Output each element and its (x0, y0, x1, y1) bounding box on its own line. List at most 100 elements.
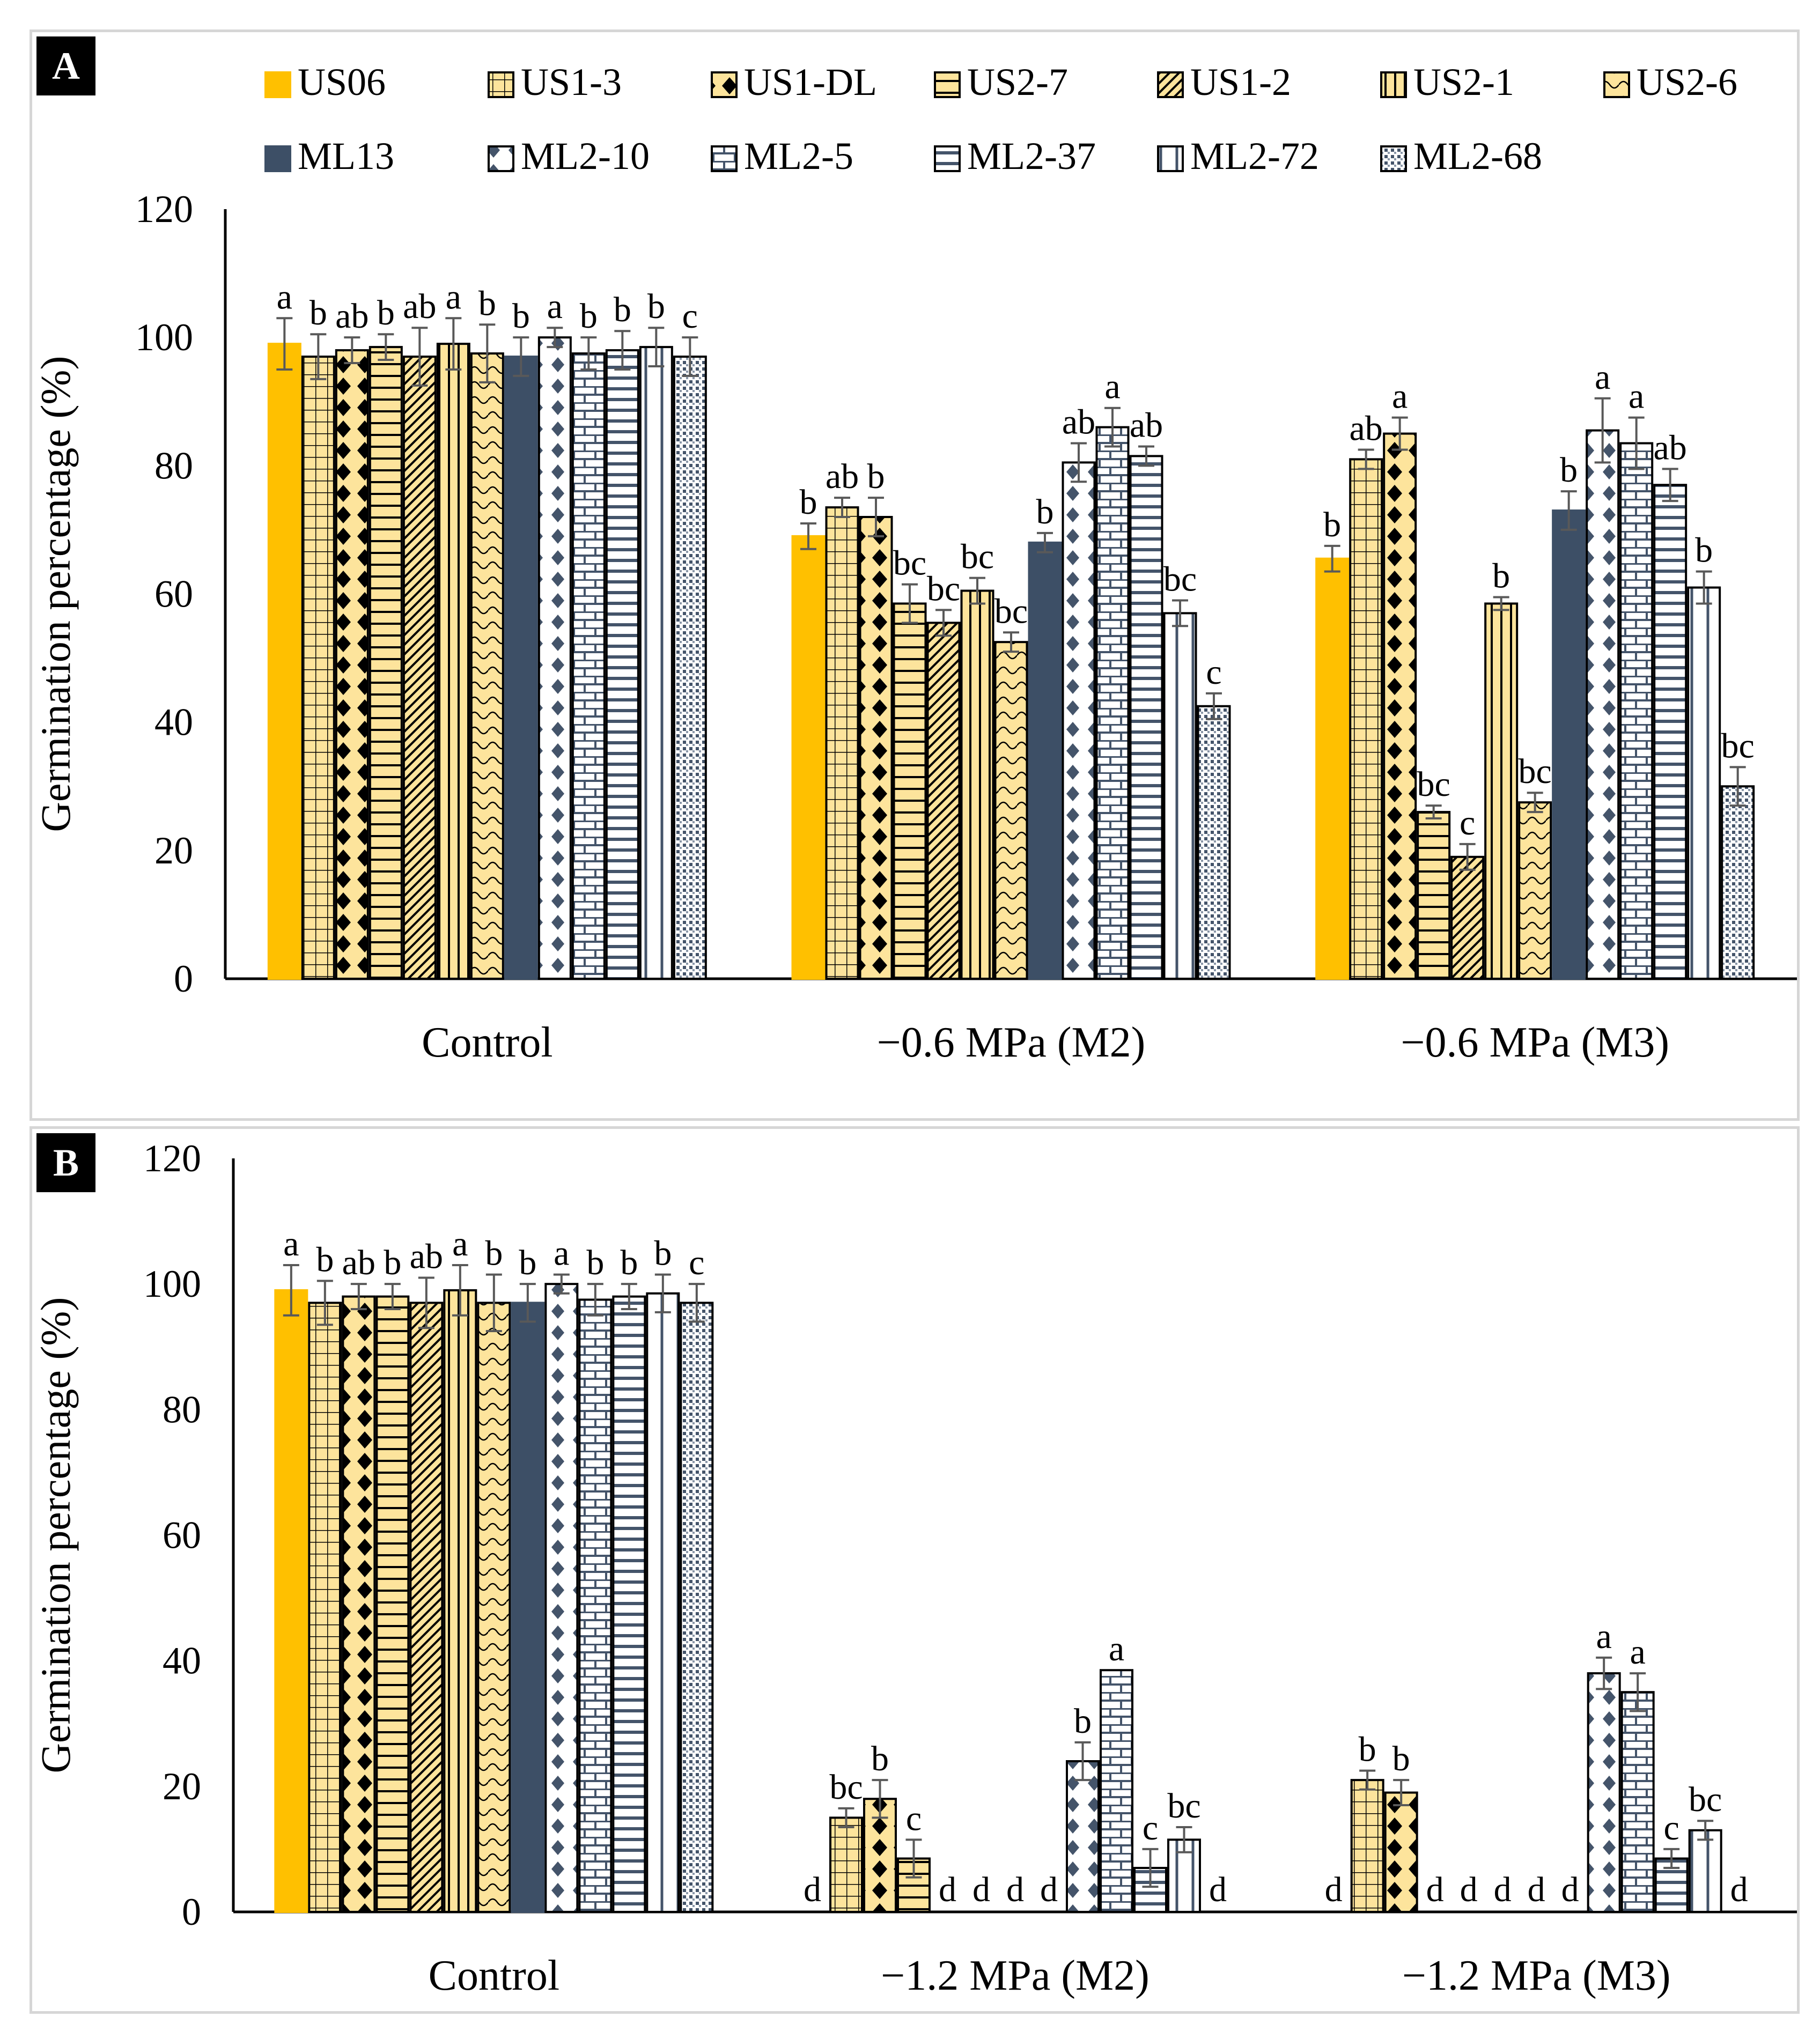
bar-us2-7 (1417, 811, 1451, 980)
significance-letter: d (1006, 1870, 1024, 1909)
significance-letter: b (1492, 556, 1510, 595)
significance-letter: a (1596, 1617, 1612, 1656)
error-bar-ml2-5 (587, 1283, 603, 1317)
bar-us1-2 (1450, 855, 1485, 980)
legend-item-ml2-68: ML2-68 (1380, 135, 1542, 178)
bar-ml2-10 (1587, 1672, 1621, 1913)
bar-us06 (1315, 557, 1350, 980)
chart-b-svg: 0 20 40 60 80 100 120 Germination percentage (%… (32, 1137, 1797, 1999)
error-bar-us1-3 (1358, 448, 1374, 470)
significance-letter: ab (342, 1243, 375, 1282)
significance-letter: a (452, 1224, 468, 1264)
y-axis: 0 20 40 60 80 100 120 Germination percentage (%… (32, 1137, 201, 1933)
bar-ml2-10 (1066, 1760, 1100, 1913)
significance-letter: a (1630, 1632, 1646, 1672)
bar-us1-3 (301, 356, 335, 980)
significance-letter: bc (1689, 1780, 1722, 1819)
legend-item-us2-6: US2-6 (1603, 61, 1737, 104)
significance-letter: d (1209, 1870, 1227, 1909)
error-bar-us1-2 (1459, 843, 1476, 871)
bar-us1-3 (308, 1302, 342, 1914)
error-bar-ml2-5 (1628, 416, 1645, 470)
error-bar-us2-7 (384, 1283, 401, 1310)
x-category-label: −1.2 MPa (M2) (881, 1952, 1150, 1999)
bar-us2-1 (960, 589, 994, 980)
error-bar-us2-6 (479, 323, 496, 383)
bar-us1-3 (1349, 458, 1383, 980)
significance-letter: a (1629, 377, 1644, 416)
bar-ml13 (504, 356, 538, 980)
significance-letter: ab (1062, 402, 1095, 441)
error-bar-us1-3 (310, 333, 327, 380)
significance-letter: b (485, 1234, 503, 1273)
bar-us1-3 (825, 506, 859, 980)
y-tick-label: 60 (163, 1514, 201, 1557)
error-bar-us1-2 (411, 327, 428, 387)
legend-label: ML2-68 (1413, 135, 1542, 178)
error-bar-us2-7 (1425, 804, 1442, 820)
error-bar-ml13 (519, 1283, 536, 1323)
legend-swatch (711, 71, 738, 98)
bar-us2-6 (477, 1302, 511, 1914)
bar-us1-2 (409, 1302, 444, 1914)
y-tick-label: 120 (135, 188, 193, 231)
significance-letter: d (972, 1870, 990, 1909)
significance-letter: c (682, 297, 698, 336)
legend-item-ml2-10: ML2-10 (488, 135, 650, 178)
significance-letter: b (478, 284, 496, 323)
error-bar-us1-2 (418, 1276, 434, 1329)
bar-us1-dl (342, 1295, 376, 1913)
error-bar-us1-3 (838, 1807, 854, 1828)
bar-us1-2 (402, 356, 437, 980)
significance-letter: bc (927, 569, 960, 608)
bar-us1-2 (926, 622, 961, 980)
bar-ml2-10 (537, 336, 572, 980)
error-bar-ml2-10 (1596, 1656, 1612, 1690)
bar-ml2-10 (544, 1283, 579, 1914)
error-bar-us2-1 (969, 577, 985, 605)
significance-letter: b (620, 1243, 638, 1282)
significance-letter: b (867, 457, 885, 496)
error-bar-us1-3 (1359, 1769, 1376, 1791)
bar-ml2-5 (1620, 1691, 1655, 1914)
error-bar-ml2-37 (1663, 1848, 1680, 1870)
bar-us06 (791, 535, 826, 980)
significance-letter: d (1426, 1870, 1444, 1909)
error-bar-us2-7 (378, 333, 394, 361)
bar-ml2-68 (673, 356, 707, 980)
legend-label: US1-2 (1190, 61, 1291, 104)
significance-letter: bc (1167, 1786, 1200, 1826)
error-bar-ml2-5 (1104, 407, 1121, 448)
chart-a-svg: US06 US1-3 US1-DL US2-7 US1-2 US2-1 US2-6 ML13 M… (32, 61, 1797, 1066)
significance-letter: c (689, 1243, 704, 1282)
bar-ml2-72 (1687, 586, 1721, 980)
y-tick-label: 100 (135, 316, 193, 359)
legend-swatch (711, 145, 738, 172)
bar-ml2-68 (680, 1302, 714, 1914)
x-category-label: Control (422, 1019, 552, 1066)
error-bar-us1-dl (872, 1779, 888, 1819)
x-category-label: Control (429, 1952, 559, 1999)
panel-letter-a: A (36, 36, 95, 95)
bar-ml13 (511, 1302, 545, 1914)
error-bar-us2-6 (1003, 631, 1019, 653)
bar-us2-6 (994, 641, 1028, 980)
significance-letter: d (804, 1870, 821, 1909)
error-bar-ml2-10 (1074, 1741, 1091, 1782)
legend-swatch (934, 71, 961, 98)
significance-letter: d (1494, 1870, 1512, 1909)
bar-us1-3 (1350, 1779, 1384, 1913)
significance-letter: bc (1721, 726, 1755, 765)
bar-us1-3 (829, 1816, 863, 1913)
bar-us2-7 (375, 1295, 410, 1913)
y-tick-label: 0 (174, 957, 193, 1000)
legend-label: US06 (298, 61, 386, 104)
significance-letter: ab (1350, 409, 1383, 448)
significance-letter: d (1040, 1870, 1058, 1909)
bar-ml2-5 (571, 352, 606, 980)
